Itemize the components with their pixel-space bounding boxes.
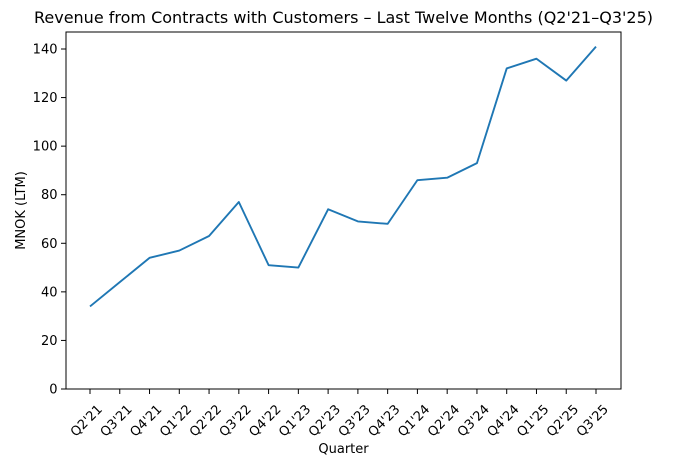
y-tick-label: 60: [41, 237, 58, 252]
x-tick-label: Q2'23: [306, 402, 344, 440]
x-tick-label: Q1'23: [276, 402, 314, 440]
x-tick-label: Q4'21: [127, 402, 165, 440]
chart-title: Revenue from Contracts with Customers – …: [34, 8, 653, 27]
y-tick-label: 100: [33, 140, 58, 155]
y-tick-label: 20: [41, 334, 58, 349]
x-tick-label: Q2'21: [68, 402, 106, 440]
x-tick-label: Q3'22: [217, 402, 255, 440]
plot-frame: [65, 31, 622, 390]
y-tick-label: 80: [41, 188, 58, 203]
x-tick-label: Q4'22: [246, 402, 284, 440]
x-tick-label: Q3'24: [455, 402, 493, 440]
x-tick-label: Q2'24: [425, 402, 463, 440]
y-tick-label: 120: [33, 91, 58, 106]
x-tick-label: Q2'25: [544, 402, 582, 440]
plot-area: 020406080100120140Q2'21Q3'21Q4'21Q1'22Q2…: [33, 31, 622, 440]
x-tick-label: Q3'25: [574, 402, 612, 440]
y-axis-label: MNOK (LTM): [14, 171, 29, 250]
x-tick-label: Q2'22: [187, 402, 225, 440]
y-tick-label: 40: [41, 285, 58, 300]
x-tick-label: Q1'22: [157, 402, 195, 440]
revenue-line-series: [89, 45, 597, 308]
y-tick-label: 0: [49, 383, 57, 398]
x-tick-label: Q3'21: [98, 402, 136, 440]
y-tick-label: 140: [33, 43, 58, 58]
x-tick-label: Q4'24: [485, 402, 523, 440]
x-axis-label: Quarter: [318, 442, 369, 457]
x-tick-label: Q3'23: [336, 402, 374, 440]
x-tick-label: Q1'25: [514, 402, 552, 440]
x-tick-label: Q1'24: [395, 402, 433, 440]
x-tick-label: Q4'23: [366, 402, 404, 440]
